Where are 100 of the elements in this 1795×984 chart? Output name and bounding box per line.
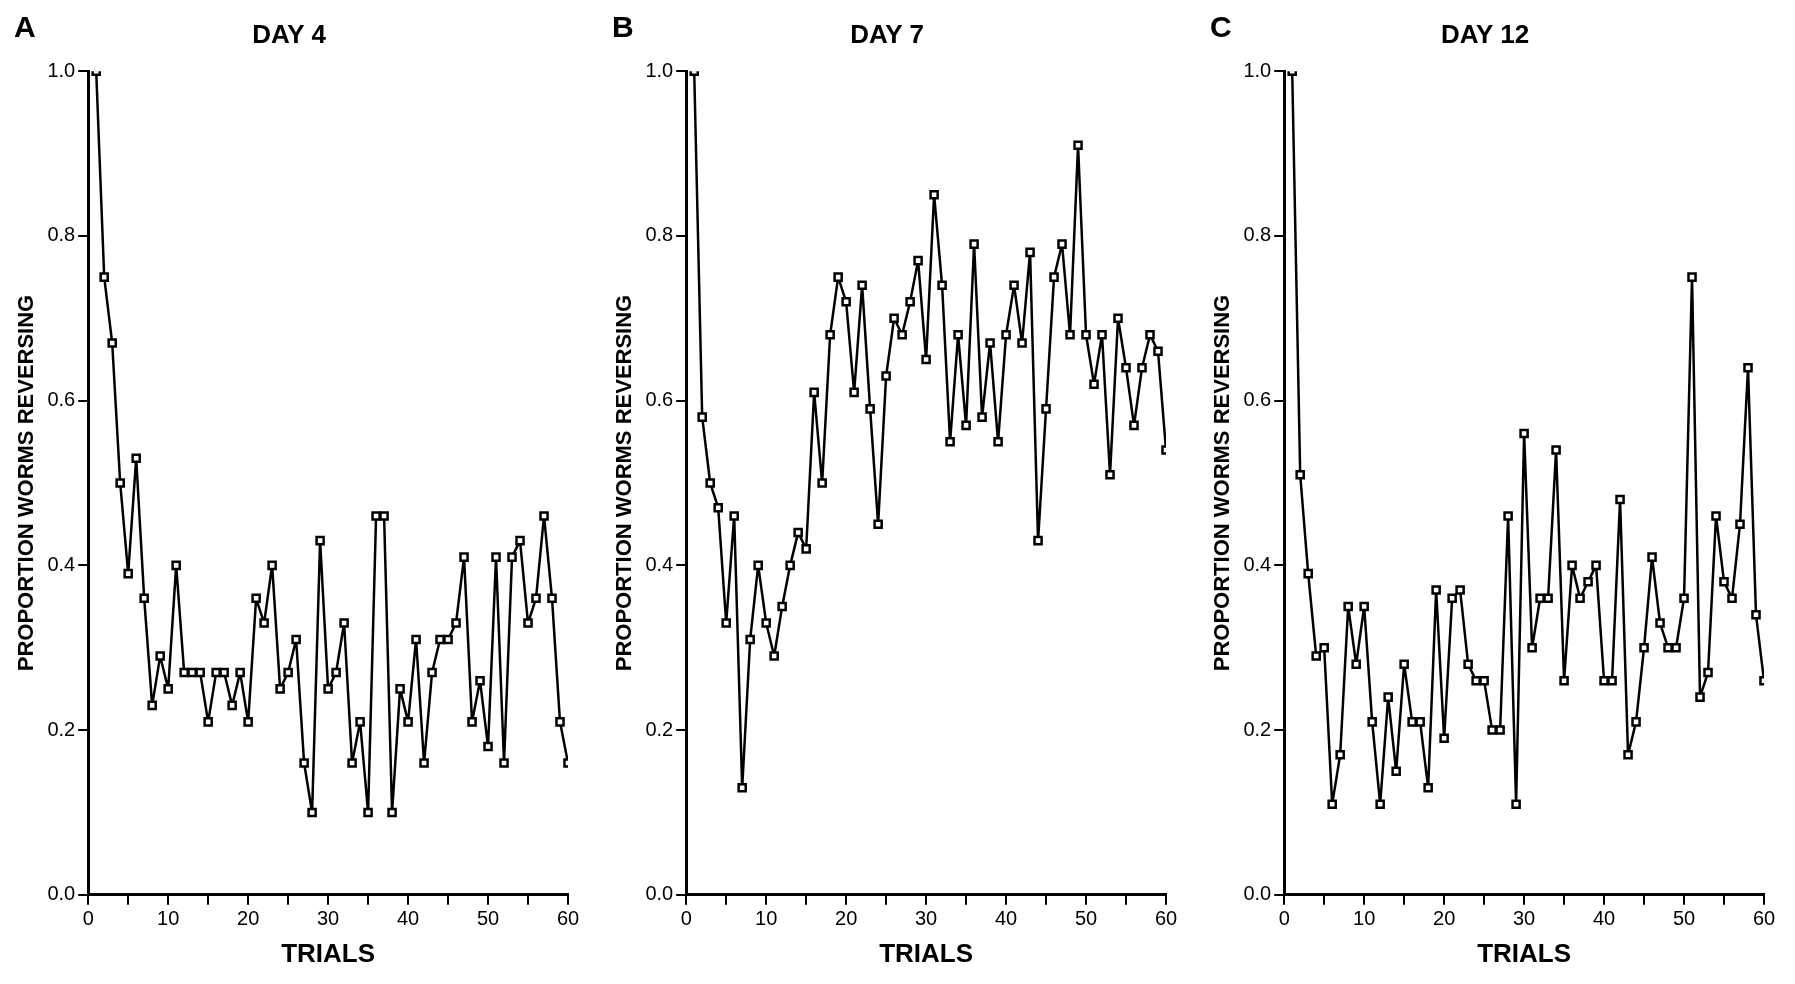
x-tick-label: 10	[1353, 907, 1376, 930]
point	[387, 807, 397, 818]
point	[1671, 642, 1681, 653]
point	[801, 544, 811, 554]
point	[1575, 593, 1585, 604]
point	[905, 297, 915, 307]
point	[721, 618, 731, 628]
point	[307, 807, 317, 818]
point	[123, 568, 133, 579]
y-tick-label: 0.0	[645, 882, 674, 905]
point	[729, 511, 739, 521]
point	[459, 552, 469, 562]
point	[1001, 329, 1011, 340]
point	[1319, 642, 1329, 653]
point	[1097, 329, 1107, 340]
point	[1351, 659, 1361, 669]
point	[163, 684, 173, 694]
y-tick-label: 0.6	[47, 388, 76, 411]
point	[371, 511, 381, 521]
point	[1327, 799, 1337, 809]
point	[107, 338, 117, 348]
point	[1703, 667, 1713, 678]
point	[737, 782, 747, 793]
point	[929, 189, 939, 200]
point	[171, 560, 181, 571]
y-tick-label: 0.8	[645, 223, 674, 246]
point	[507, 552, 517, 562]
point	[1607, 675, 1617, 686]
point	[1383, 692, 1393, 702]
point	[1559, 675, 1569, 686]
point	[833, 272, 843, 282]
point	[1295, 469, 1305, 480]
x-axis-title: TRIALS	[1477, 937, 1572, 968]
y-tick-label: 0.4	[47, 552, 76, 575]
x-tick-label: 40	[396, 907, 420, 930]
point	[897, 329, 907, 340]
point	[1415, 717, 1425, 727]
text: C	[1210, 10, 1232, 44]
x-tick-label: 60	[1154, 907, 1178, 930]
y-tick-label: 0.2	[645, 717, 674, 740]
point	[873, 519, 883, 529]
y-tick-label: 0.0	[47, 882, 76, 905]
point	[921, 354, 931, 365]
x-tick-label: 30	[316, 907, 340, 930]
point	[697, 412, 707, 422]
y-tick-label: 0.6	[1243, 388, 1272, 411]
point	[1719, 577, 1729, 587]
x-tick-label: 50	[1672, 907, 1696, 930]
chart-title: DAY 4	[252, 18, 327, 49]
point	[865, 404, 875, 414]
point	[1153, 346, 1163, 357]
point	[323, 684, 333, 694]
point	[777, 601, 787, 612]
point	[339, 618, 349, 628]
point	[499, 758, 509, 768]
point	[355, 717, 365, 727]
point	[745, 634, 755, 645]
x-tick-label: 60	[556, 907, 580, 930]
point	[291, 634, 301, 645]
point	[443, 634, 453, 645]
point	[713, 502, 723, 513]
point	[761, 618, 771, 628]
point	[1311, 651, 1321, 661]
point	[1463, 659, 1473, 669]
x-tick-label: 0	[1278, 907, 1290, 930]
point	[1137, 362, 1147, 373]
point	[1711, 511, 1721, 521]
point	[1687, 272, 1697, 282]
point	[937, 280, 947, 291]
point	[139, 593, 149, 604]
point	[315, 535, 325, 546]
point	[1113, 313, 1123, 324]
point	[1065, 329, 1075, 340]
point	[1367, 717, 1377, 727]
point	[275, 684, 285, 694]
point	[705, 478, 715, 488]
point	[555, 717, 565, 727]
y-tick-label: 0.6	[645, 388, 674, 411]
y-tick-label: 0.4	[645, 552, 674, 575]
x-tick-label: 50	[1074, 907, 1098, 930]
point	[1487, 725, 1497, 735]
point	[913, 255, 923, 266]
x-tick-label: 20	[237, 907, 260, 930]
point	[857, 280, 867, 291]
x-tick-label: 30	[1512, 907, 1536, 930]
point	[793, 527, 803, 538]
point	[1623, 750, 1633, 760]
point	[1391, 766, 1401, 777]
point	[969, 239, 979, 249]
point	[523, 618, 533, 628]
point	[1407, 717, 1417, 727]
point	[515, 535, 525, 546]
point	[1073, 140, 1083, 151]
x-tick-label: 10	[755, 907, 778, 930]
point	[1343, 601, 1353, 612]
x-tick-label: 50	[476, 907, 500, 930]
point	[99, 272, 109, 282]
point	[1631, 717, 1641, 727]
x-axis-title: TRIALS	[281, 937, 376, 968]
point	[1503, 511, 1513, 521]
